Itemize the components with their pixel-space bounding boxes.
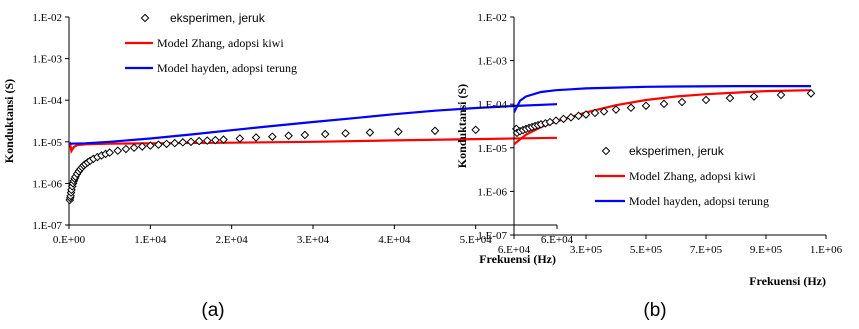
data-point [121, 144, 131, 154]
legend-diamond-icon [140, 13, 150, 23]
data-point [154, 140, 163, 150]
series-line-hayden [514, 84, 811, 113]
data-point [394, 127, 403, 136]
x-tick-label: 5.E+05 [630, 244, 663, 256]
data-point [194, 136, 204, 146]
data-point [320, 129, 330, 139]
y-tick-label: 1.E-05 [477, 143, 507, 155]
data-point [202, 136, 212, 145]
data-point [146, 141, 155, 150]
data-point [611, 105, 621, 114]
data-point [551, 116, 561, 125]
legend-label: Model Zhang, adopsi kiwi [157, 36, 284, 50]
series-line-hayden [69, 103, 558, 145]
x-tick-label: 1.E+06 [810, 244, 843, 256]
legend-label: Model hayden, adopsi terung [157, 61, 297, 75]
y-tick-label: 1.E-04 [32, 95, 62, 107]
data-point [776, 90, 786, 100]
data-point [677, 97, 687, 107]
data-point [626, 103, 636, 113]
y-tick-label: 1.E-02 [477, 12, 507, 24]
x-tick-label: 3.E+05 [570, 244, 603, 256]
data-point [749, 92, 759, 101]
data-point [211, 135, 220, 145]
x-tick-label: 6.E+04 [541, 234, 574, 246]
y-tick-label: 1.E-06 [477, 186, 507, 198]
chart-panel-a: 1.E-07 1.E-06 1.E-05 1.E-04 1.E-03 1.E-02 0.E+… [2, 11, 574, 321]
data-point [581, 110, 591, 119]
data-point [300, 130, 310, 140]
chart-panel-b: 1.E-07 1.E-06 1.E-05 1.E-04 1.E-03 1.E-02 6.E+… [455, 12, 843, 321]
legend: eksperimen, jeruk Model Zhang, adopsi kiw… [125, 11, 297, 75]
legend: eksperimen, jeruk Model Zhang, adopsi kiw… [595, 144, 769, 208]
x-tick-label: 6.E+04 [498, 244, 531, 256]
x-tick-label: 5.E+04 [460, 234, 493, 246]
data-point [599, 107, 609, 116]
data-point [178, 138, 188, 147]
data-point [659, 99, 669, 109]
data-point [162, 139, 171, 149]
data-point [566, 113, 576, 122]
y-tick-label: 1.E-04 [477, 99, 507, 111]
x-axis-title: Frekuensi (Hz) [479, 252, 556, 266]
data-point [251, 133, 261, 142]
x-tick-label: 4.E+04 [378, 234, 411, 246]
data-point [137, 142, 147, 151]
x-tick-label: 0.E+00 [53, 234, 86, 246]
data-point [268, 132, 277, 141]
y-tick-label: 1.E-07 [32, 220, 62, 232]
x-tick-label: 2.E+04 [216, 234, 249, 246]
y-tick-label: 1.E-07 [477, 230, 507, 242]
x-tick-label: 1.E+04 [134, 234, 167, 246]
data-point [641, 101, 651, 111]
x-tick-label: 3.E+04 [297, 234, 330, 246]
y-tick-label: 1.E-03 [32, 54, 62, 66]
data-point [284, 131, 293, 141]
data-point [806, 89, 816, 98]
series-markers-eksperimen [65, 124, 521, 205]
data-point [725, 93, 735, 103]
panel-label: (b) [643, 300, 666, 321]
legend-label: Model Zhang, adopsi kiwi [629, 169, 756, 183]
legend-label: Model hayden, adopsi terung [629, 194, 769, 208]
y-tick-label: 1.E-05 [32, 137, 62, 149]
data-point [430, 126, 440, 136]
y-tick-label: 1.E-02 [32, 12, 62, 24]
data-point [471, 125, 480, 135]
data-point [186, 137, 196, 147]
data-point [365, 128, 375, 137]
data-point [219, 135, 228, 144]
data-point [559, 114, 568, 124]
data-point [574, 111, 583, 121]
data-point [105, 148, 114, 157]
data-point [235, 134, 245, 143]
series-line-zhang [69, 136, 558, 155]
data-point [113, 146, 123, 156]
series-line-zhang [514, 89, 812, 146]
x-tick-label: 7.E+05 [690, 244, 723, 256]
series-markers-eksperimen [512, 89, 816, 138]
y-axis-title: Konduktansi (S) [2, 79, 16, 163]
x-axis-title: Frekuensi (Hz) [749, 274, 826, 288]
data-point [590, 108, 600, 118]
panel-label: (a) [201, 300, 224, 321]
data-point [341, 129, 350, 138]
x-tick-label: 9.E+05 [750, 244, 783, 256]
data-point [170, 138, 180, 148]
legend-label: eksperimen, jeruk [170, 11, 266, 25]
y-tick-label: 1.E-06 [32, 178, 62, 190]
legend-diamond-icon [601, 146, 611, 156]
y-tick-label: 1.E-03 [477, 56, 507, 68]
data-point [701, 95, 711, 105]
data-point [129, 143, 139, 153]
legend-label: eksperimen, jeruk [629, 144, 725, 158]
y-axis-title: Konduktansi (S) [455, 84, 469, 168]
